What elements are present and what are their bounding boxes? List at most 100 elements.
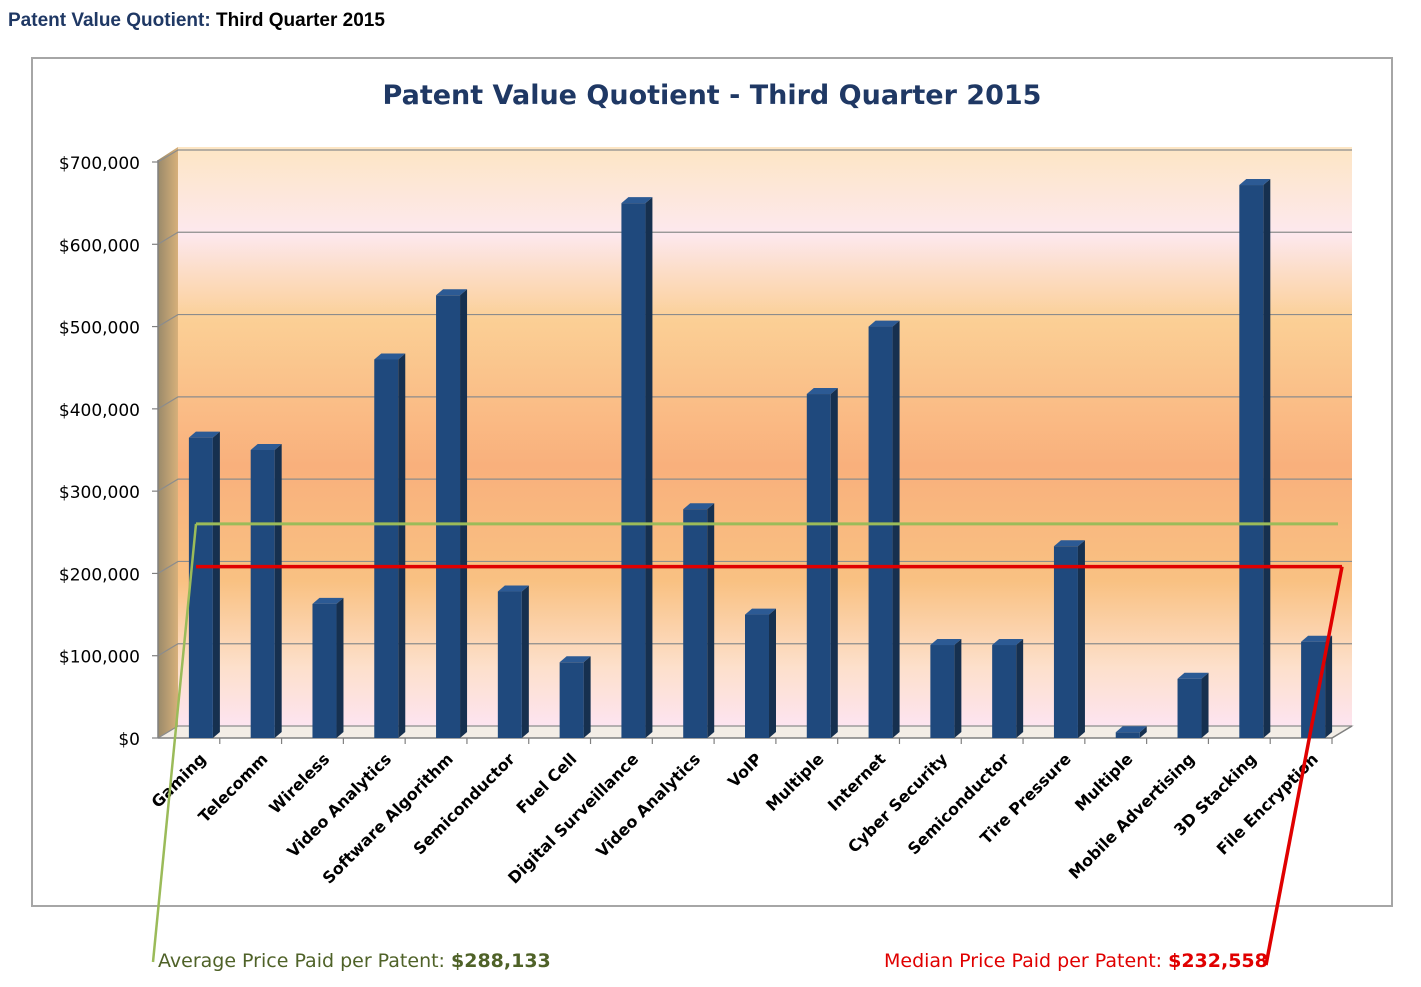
median-leader-line	[1264, 566, 1344, 966]
y-tick-label: $200,000	[59, 565, 140, 585]
bar-side	[274, 444, 282, 738]
bar	[683, 503, 715, 738]
bar	[868, 320, 900, 738]
x-category-label: Video Analytics	[283, 749, 395, 861]
y-tick-label: $700,000	[59, 154, 140, 174]
bar	[930, 639, 962, 738]
bar	[1115, 726, 1147, 738]
gridline	[157, 313, 1352, 328]
x-category-label: Multiple	[1071, 749, 1137, 815]
bar-side	[1263, 179, 1271, 739]
x-category-label: Internet	[824, 749, 890, 815]
bar-top	[992, 639, 1024, 646]
y-tick-label: $100,000	[59, 648, 140, 668]
bar	[806, 388, 838, 738]
gridline	[157, 149, 1352, 163]
bar-top	[312, 597, 344, 604]
bar-front	[745, 614, 769, 738]
bar-front	[621, 203, 646, 739]
bar	[497, 585, 529, 738]
bar-top	[250, 444, 282, 450]
bar-top	[1177, 672, 1209, 679]
bar-top	[930, 639, 962, 646]
x-category-label: VoIP	[724, 749, 766, 791]
y-tick-label: $600,000	[59, 236, 140, 256]
bar-top	[559, 656, 591, 663]
bar-front	[1115, 732, 1140, 738]
bar-top	[683, 503, 715, 510]
bar	[1177, 672, 1209, 738]
bar-side	[1077, 540, 1085, 738]
bar-side	[954, 639, 962, 738]
bar-side	[645, 197, 653, 739]
bar-top	[868, 320, 900, 327]
bar-side	[1016, 639, 1024, 738]
page-title-prefix: Patent Value Quotient:	[8, 10, 211, 31]
y-tick-label: $300,000	[59, 483, 140, 503]
bar-side	[830, 388, 838, 738]
bar	[188, 431, 220, 738]
bar-top	[188, 431, 220, 438]
bar-side	[460, 289, 468, 738]
bar-side	[707, 503, 715, 738]
bar-side	[1325, 635, 1333, 738]
bar-front	[683, 509, 708, 738]
bar	[312, 597, 344, 738]
y-tick-label: $400,000	[59, 401, 140, 421]
x-category-label: Mobile Advertising	[1065, 749, 1198, 882]
x-category-label: Multiple	[762, 749, 828, 815]
bar-front	[374, 359, 399, 738]
page-title-suffix: Third Quarter 2015	[215, 10, 385, 31]
bar-top	[621, 197, 653, 204]
y-tick-label: $0	[118, 730, 140, 750]
bar-top	[436, 289, 468, 296]
bar-side	[769, 608, 776, 738]
bar-side	[398, 353, 406, 738]
y-tick-label: $500,000	[59, 319, 140, 339]
x-category-label: Gaming	[148, 749, 210, 811]
average-price-value: $288,133	[451, 950, 551, 972]
bar-front	[1239, 185, 1264, 739]
bar-front	[559, 662, 584, 738]
average-leader-line	[151, 523, 198, 963]
bar	[559, 656, 591, 738]
bar-side	[892, 320, 900, 738]
bar-top	[1239, 179, 1271, 186]
gridline	[157, 231, 1352, 245]
gridline	[157, 396, 1352, 410]
bar-front	[436, 295, 461, 738]
bar-front	[930, 645, 955, 738]
gridline	[157, 560, 1352, 574]
median-price-annotation: Median Price Paid per Patent: $232,558	[884, 950, 1268, 972]
gridline	[157, 478, 1352, 492]
bar-front	[868, 326, 893, 738]
bar	[436, 289, 468, 738]
bar	[621, 197, 653, 739]
bar-front	[250, 450, 275, 738]
bar-top	[806, 388, 838, 395]
bar	[745, 608, 776, 738]
bar-front	[992, 645, 1017, 738]
bar-top	[374, 353, 406, 360]
bar-front	[497, 591, 522, 738]
average-price-label: Average Price Paid per Patent:	[158, 950, 445, 972]
median-price-label: Median Price Paid per Patent:	[884, 950, 1163, 972]
median-price-value: $232,558	[1168, 950, 1268, 972]
bar-top	[745, 608, 776, 615]
bar	[992, 639, 1024, 738]
bar-side	[1139, 726, 1147, 738]
average-price-annotation: Average Price Paid per Patent: $288,133	[158, 950, 551, 972]
page-title: Patent Value Quotient: Third Quarter 201…	[8, 10, 385, 32]
bar-side	[583, 656, 591, 738]
x-category-label: Video Analytics	[592, 749, 704, 861]
bar-side	[1201, 672, 1209, 738]
bar-front	[1177, 678, 1202, 738]
bar	[374, 353, 406, 738]
bar-side	[212, 431, 220, 738]
bar-top	[1053, 540, 1085, 547]
bar-front	[312, 603, 337, 738]
bar-side	[336, 597, 344, 738]
bar-top	[1301, 635, 1333, 642]
bar-front	[1053, 546, 1078, 738]
